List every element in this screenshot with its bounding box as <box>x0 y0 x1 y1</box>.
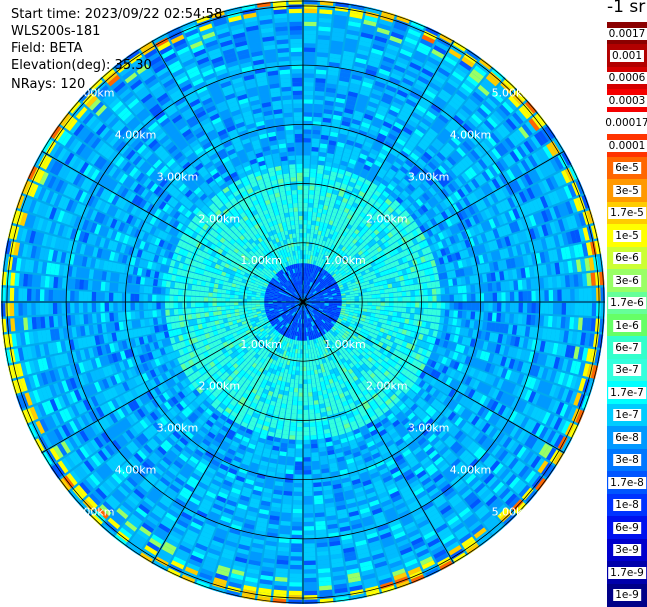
colorbar-level: 0.00017 <box>603 111 647 135</box>
colorbar-level-label: 6e-7 <box>613 341 641 354</box>
colorbar-level-label: 0.0006 <box>606 72 647 85</box>
colorbar-level: 6e-8 <box>607 426 647 450</box>
field-name-text: Field: BETA <box>11 41 83 56</box>
range-ring-label: 5.00km <box>492 505 534 518</box>
colorbar-level: 3e-6 <box>607 269 647 293</box>
colorbar-level: 0.0001 <box>606 134 647 158</box>
azimuth-spoke <box>302 301 565 454</box>
colorbar-level: 0.0006 <box>606 66 647 90</box>
start-time-text: Start time: 2023/09/22 02:54:58 <box>11 7 223 22</box>
colorbar-level-label: 6e-9 <box>613 521 641 534</box>
range-ring-label: 4.00km <box>115 463 157 476</box>
colorbar-level-label: 0.0017 <box>606 27 647 40</box>
colorbar-level: 1.7e-7 <box>607 381 647 405</box>
colorbar-level-label: 1e-9 <box>613 589 641 602</box>
colorbar-level: 0.0017 <box>606 22 647 46</box>
radar-gates <box>1 0 605 604</box>
colorbar-level-label: 0.0003 <box>606 94 647 107</box>
range-ring-label: 2.00km <box>198 212 240 225</box>
radar-center-marker <box>297 296 309 308</box>
range-ring-label: 1.00km <box>324 254 366 267</box>
range-ring-label: 1.00km <box>240 338 282 351</box>
range-ring-label: 1.00km <box>240 254 282 267</box>
colorbar-level: 6e-6 <box>607 246 647 270</box>
colorbar-unit-title: -1 sr <box>607 0 646 17</box>
range-ring-label: 4.00km <box>450 129 492 142</box>
colorbar-level-label: 1e-5 <box>613 229 641 242</box>
colorbar-level: 3e-5 <box>607 179 647 203</box>
nrays-text: NRays: 120 <box>11 77 86 92</box>
range-ring-label: 3.00km <box>157 422 199 435</box>
colorbar-level-label: 6e-5 <box>613 162 641 175</box>
colorbar-level: 0.0003 <box>606 89 647 113</box>
colorbar-level-label: 1.7e-7 <box>608 386 646 399</box>
range-ring-label: 5.00km <box>73 505 115 518</box>
colorbar: 0.0017 0.001 0.0006 0.0003 0.00017 0.0001 6e-5… <box>603 22 647 607</box>
colorbar-level: 1e-8 <box>607 493 647 517</box>
colorbar-level: 6e-7 <box>607 336 647 360</box>
colorbar-level-label: 6e-6 <box>613 252 641 265</box>
colorbar-level: 6e-9 <box>607 516 647 540</box>
colorbar-level-label: 0.001 <box>609 49 645 62</box>
colorbar-level-label: 1.7e-5 <box>608 207 646 220</box>
colorbar-level: 1e-9 <box>607 583 647 607</box>
azimuth-spoke <box>151 301 304 564</box>
colorbar-level: 1e-6 <box>607 314 647 338</box>
colorbar-level-label: 3e-7 <box>613 364 641 377</box>
ppi-scan-plot: 1.00km 1.00km 1.00km 1.00km 2.00km 2.00km 2.00… <box>1 0 605 604</box>
colorbar-level-label: 1e-6 <box>613 319 641 332</box>
colorbar-level-label: 1.7e-9 <box>608 566 646 579</box>
range-ring-label: 4.00km <box>115 129 157 142</box>
colorbar-level-label: 1.7e-6 <box>608 297 646 310</box>
azimuth-spoke <box>302 301 455 564</box>
colorbar-level-label: 3e-9 <box>613 544 641 557</box>
scan-info-panel: Start time: 2023/09/22 02:54:58 WLS200s-… <box>11 6 222 93</box>
colorbar-level: 1.7e-5 <box>607 201 647 225</box>
range-ring-label: 5.00km <box>73 87 115 100</box>
range-ring-label: 1.00km <box>324 338 366 351</box>
colorbar-level: 1.7e-6 <box>607 291 647 315</box>
colorbar-level: 1.7e-8 <box>607 471 647 495</box>
colorbar-level-label: 0.0001 <box>606 139 647 152</box>
colorbar-level-label: 3e-5 <box>613 184 641 197</box>
colorbar-level: 1.7e-9 <box>607 561 647 585</box>
colorbar-level: 1e-5 <box>607 224 647 248</box>
colorbar-level-label: 1e-8 <box>613 499 641 512</box>
colorbar-level-label: 3e-6 <box>613 274 641 287</box>
range-ring-label: 4.00km <box>450 463 492 476</box>
azimuth-spoke <box>302 150 565 303</box>
colorbar-level-label: 0.00017 <box>603 117 647 130</box>
device-name-text: WLS200s-181 <box>11 24 101 39</box>
range-ring-label: 2.00km <box>366 380 408 393</box>
range-ring-label: 2.00km <box>366 212 408 225</box>
colorbar-level: 3e-7 <box>607 358 647 382</box>
range-ring-label: 2.00km <box>198 380 240 393</box>
azimuth-spoke <box>41 150 304 303</box>
colorbar-level-label: 1.7e-8 <box>608 476 646 489</box>
range-ring-label: 3.00km <box>408 422 450 435</box>
colorbar-level: 3e-8 <box>607 448 647 472</box>
colorbar-level-label: 1e-7 <box>613 409 641 422</box>
range-ring-label: 3.00km <box>157 170 199 183</box>
elevation-text: Elevation(deg): 35.30 <box>11 58 152 73</box>
colorbar-level-label: 6e-8 <box>613 431 641 444</box>
azimuth-spoke <box>302 40 455 303</box>
colorbar-level: 6e-5 <box>607 156 647 180</box>
range-ring-label: 3.00km <box>408 170 450 183</box>
colorbar-level: 3e-9 <box>607 538 647 562</box>
azimuth-spoke <box>41 301 304 454</box>
range-ring-label: 5.00km <box>492 87 534 100</box>
azimuth-spoke <box>151 40 304 303</box>
colorbar-level: 0.001 <box>607 44 647 68</box>
colorbar-level-label: 3e-8 <box>613 454 641 467</box>
colorbar-level: 1e-7 <box>607 403 647 427</box>
